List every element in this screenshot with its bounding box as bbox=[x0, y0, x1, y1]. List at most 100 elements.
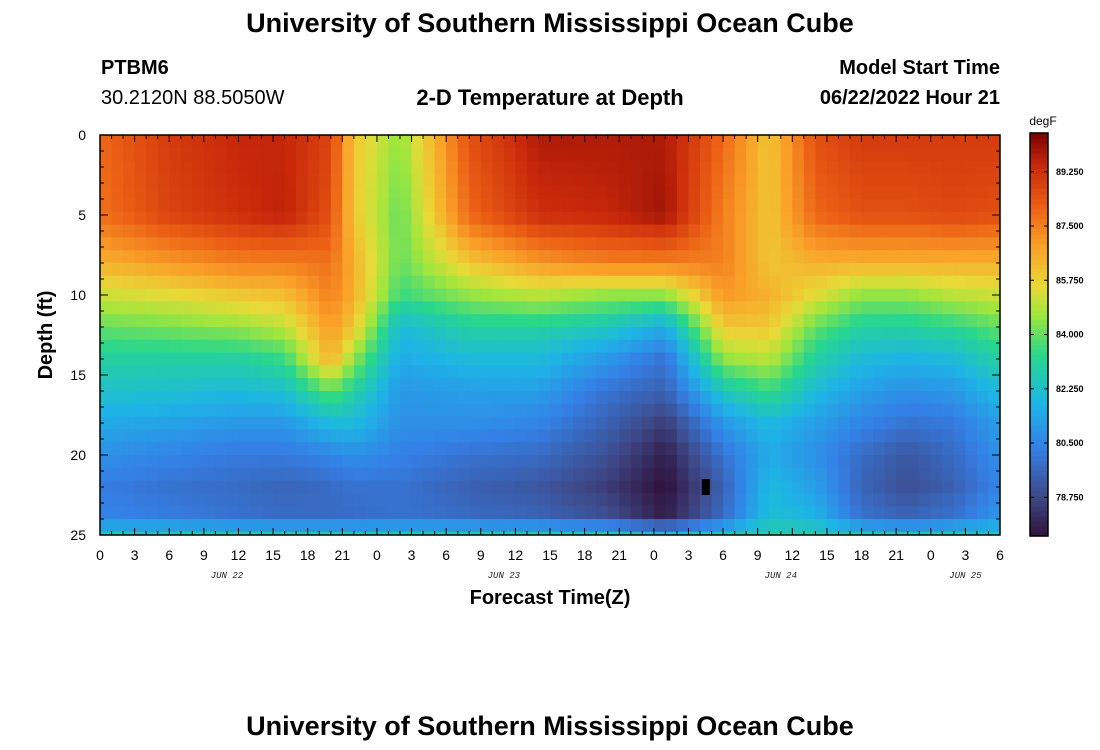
heatmap-cell bbox=[550, 429, 563, 443]
heatmap-cell bbox=[123, 147, 136, 162]
x-tick-label: 9 bbox=[754, 547, 762, 563]
heatmap-cell bbox=[411, 480, 424, 494]
heatmap-cell bbox=[584, 352, 597, 366]
heatmap-cell bbox=[850, 160, 863, 174]
heatmap-cell bbox=[169, 339, 182, 354]
heatmap-cell bbox=[180, 429, 193, 443]
heatmap-cell bbox=[815, 250, 828, 264]
heatmap-cell bbox=[250, 416, 263, 430]
heatmap-cell bbox=[215, 288, 228, 302]
heatmap-cell bbox=[861, 173, 874, 187]
heatmap-cell bbox=[480, 147, 493, 162]
heatmap-cell bbox=[757, 211, 770, 226]
heatmap-cell bbox=[434, 147, 447, 162]
heatmap-cell bbox=[273, 211, 286, 226]
heatmap-cell bbox=[734, 147, 747, 162]
heatmap-cell bbox=[700, 467, 713, 482]
heatmap-cell bbox=[423, 416, 436, 430]
heatmap-cell bbox=[446, 442, 459, 456]
heatmap-cell bbox=[723, 186, 736, 200]
heatmap-cell bbox=[723, 519, 736, 533]
heatmap-cell bbox=[896, 224, 909, 238]
heatmap-cell bbox=[630, 160, 643, 174]
heatmap-cell bbox=[976, 519, 990, 533]
colorbar-segment bbox=[1030, 374, 1048, 381]
heatmap-cell bbox=[780, 455, 793, 469]
heatmap-cell bbox=[942, 352, 955, 366]
heatmap-cell bbox=[850, 506, 863, 520]
heatmap-cell bbox=[203, 288, 216, 302]
heatmap-cell bbox=[676, 327, 690, 341]
heatmap-cell bbox=[792, 480, 805, 494]
heatmap-cell bbox=[803, 339, 816, 354]
heatmap-cell bbox=[630, 173, 643, 187]
heatmap-cell bbox=[873, 442, 886, 456]
heatmap-cell bbox=[653, 250, 666, 264]
heatmap-cell bbox=[953, 301, 966, 315]
heatmap-cell bbox=[400, 403, 413, 418]
heatmap-cell bbox=[192, 391, 205, 405]
heatmap-cell bbox=[342, 467, 355, 482]
heatmap-cell bbox=[780, 378, 793, 392]
heatmap-cell bbox=[607, 339, 620, 354]
heatmap-cell bbox=[411, 135, 424, 149]
heatmap-cell bbox=[492, 506, 505, 520]
heatmap-cell bbox=[457, 365, 470, 379]
heatmap-cell bbox=[434, 403, 447, 418]
heatmap-cell bbox=[746, 416, 759, 430]
heatmap-cell bbox=[815, 147, 828, 162]
heatmap-cell bbox=[688, 519, 701, 533]
heatmap-cell bbox=[884, 199, 897, 213]
heatmap-cell bbox=[515, 263, 528, 277]
heatmap-cell bbox=[607, 531, 620, 535]
heatmap-cell bbox=[365, 173, 378, 187]
heatmap-cell bbox=[550, 314, 563, 328]
heatmap-cell bbox=[919, 135, 932, 149]
heatmap-cell bbox=[307, 275, 320, 290]
heatmap-cell bbox=[803, 224, 816, 238]
heatmap-cell bbox=[457, 173, 470, 187]
heatmap-cell bbox=[100, 442, 113, 456]
heatmap-cell bbox=[457, 250, 470, 264]
heatmap-cell bbox=[457, 480, 470, 494]
heatmap-cell bbox=[180, 365, 193, 379]
heatmap-cell bbox=[296, 480, 309, 494]
heatmap-cell bbox=[457, 506, 470, 520]
heatmap-cell bbox=[100, 301, 113, 315]
heatmap-cell bbox=[803, 237, 816, 251]
heatmap-cell bbox=[930, 365, 943, 379]
heatmap-cell bbox=[873, 455, 886, 469]
heatmap-cell bbox=[261, 467, 274, 482]
heatmap-cell bbox=[134, 480, 147, 494]
heatmap-cell bbox=[550, 327, 563, 341]
heatmap-cell bbox=[826, 314, 840, 328]
x-tick-label: 9 bbox=[477, 547, 485, 563]
heatmap-cell bbox=[630, 339, 643, 354]
heatmap-cell bbox=[100, 467, 113, 482]
heatmap-cell bbox=[619, 314, 632, 328]
heatmap-cell bbox=[769, 378, 782, 392]
heatmap-cell bbox=[100, 250, 113, 264]
heatmap-cell bbox=[919, 314, 932, 328]
heatmap-cell bbox=[238, 327, 251, 341]
heatmap-cell bbox=[238, 352, 251, 366]
heatmap-cell bbox=[942, 173, 955, 187]
heatmap-cell bbox=[353, 327, 366, 341]
axis-layer: 0 3 6 9 12 15 18 21 0 3 6 9 12 15 18 21 0 3 6 9 12 15 18 21 0 3 6J… bbox=[70, 127, 1004, 581]
heatmap-cell bbox=[676, 519, 690, 533]
heatmap-cell bbox=[503, 493, 516, 507]
colorbar: 78.75080.50082.25084.00085.75087.50089.2… bbox=[1029, 132, 1084, 537]
heatmap-cell bbox=[884, 327, 897, 341]
heatmap-cell bbox=[526, 211, 540, 226]
heatmap-cell bbox=[157, 250, 170, 264]
heatmap-cell bbox=[734, 391, 747, 405]
heatmap-cell bbox=[319, 429, 332, 443]
heatmap-cell bbox=[307, 237, 320, 251]
heatmap-cell bbox=[157, 339, 170, 354]
heatmap-cell bbox=[157, 391, 170, 405]
heatmap-cell bbox=[123, 442, 136, 456]
heatmap-cell bbox=[815, 416, 828, 430]
heatmap-cell bbox=[607, 378, 620, 392]
heatmap-cell bbox=[538, 237, 551, 251]
heatmap-cell bbox=[746, 480, 759, 494]
